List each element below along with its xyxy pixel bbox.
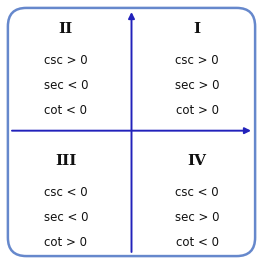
Text: csc > 0: csc > 0 (175, 54, 219, 67)
Text: csc > 0: csc > 0 (44, 54, 88, 67)
Text: cot < 0: cot < 0 (176, 236, 219, 249)
Text: I: I (194, 22, 201, 36)
Text: III: III (55, 154, 77, 168)
Text: cot > 0: cot > 0 (44, 236, 87, 249)
Text: IV: IV (188, 154, 207, 168)
Text: II: II (59, 22, 73, 36)
Text: csc < 0: csc < 0 (44, 186, 88, 199)
Text: sec > 0: sec > 0 (175, 79, 220, 92)
Text: csc < 0: csc < 0 (175, 186, 219, 199)
Text: cot < 0: cot < 0 (44, 104, 87, 117)
FancyBboxPatch shape (8, 8, 255, 256)
Text: sec > 0: sec > 0 (175, 211, 220, 224)
Text: cot > 0: cot > 0 (176, 104, 219, 117)
Text: sec < 0: sec < 0 (43, 79, 88, 92)
Text: sec < 0: sec < 0 (43, 211, 88, 224)
